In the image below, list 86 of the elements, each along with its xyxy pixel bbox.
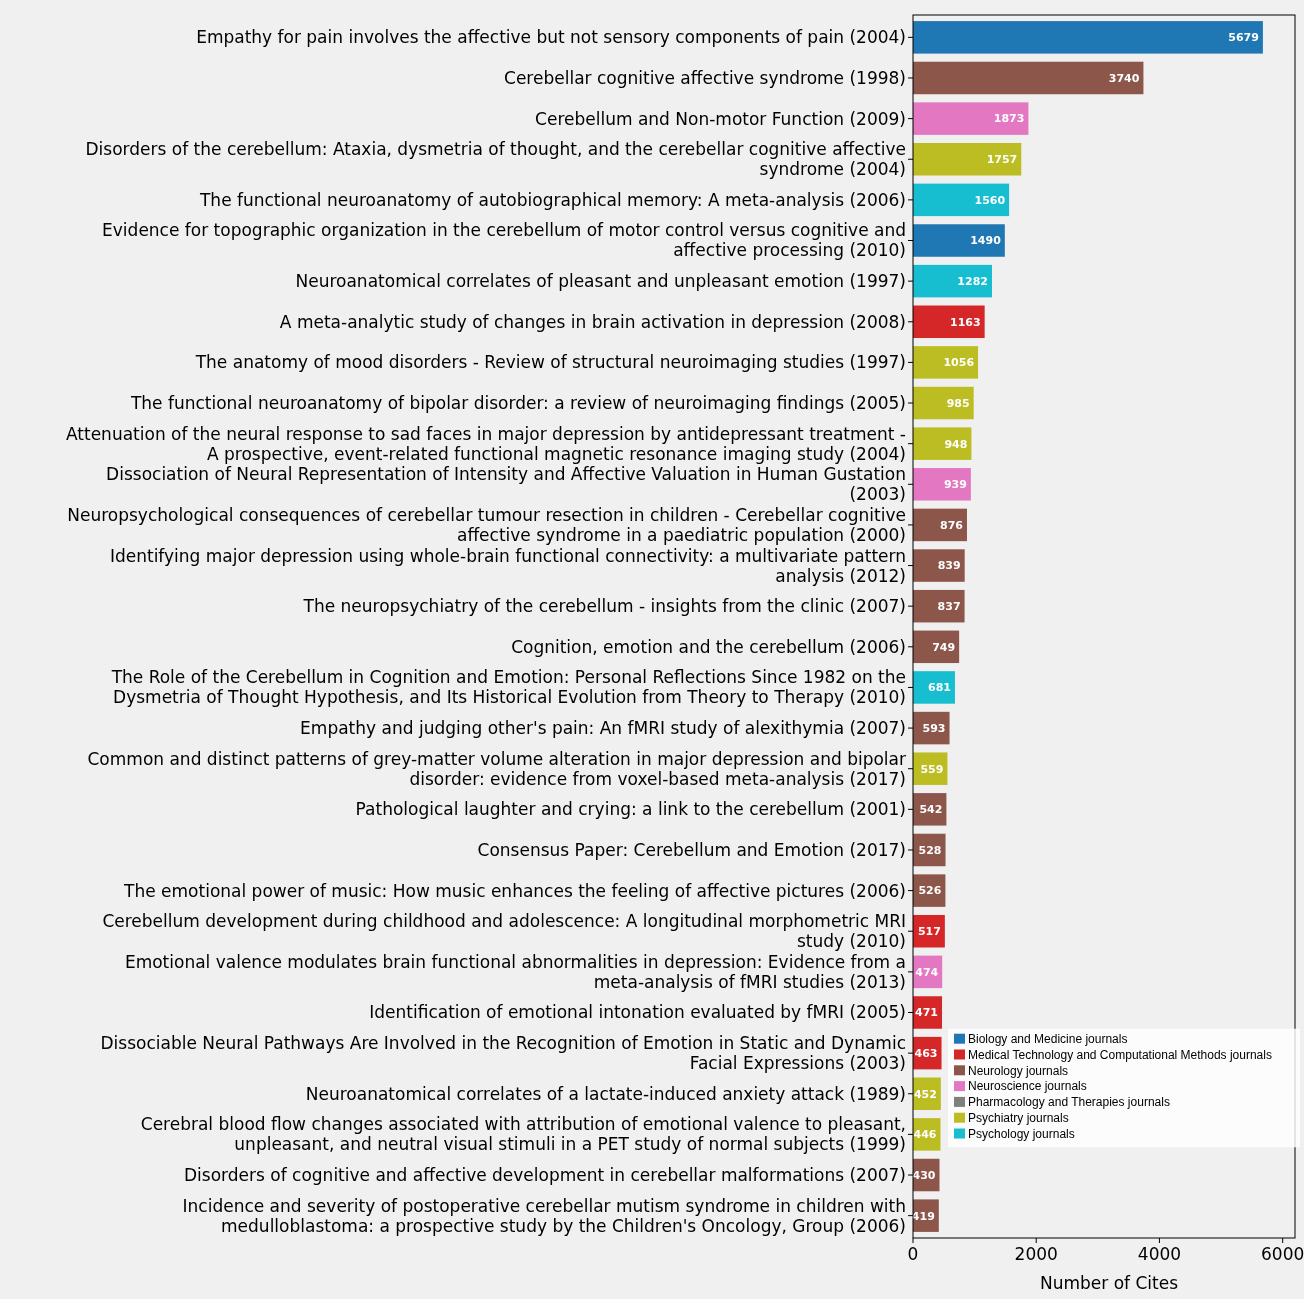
y-tick-label: Disorders of the cerebellum: Ataxia, dysmetria of thought, and the cerebellar cognitive affective syndrome (2004) — [85, 139, 906, 180]
bar — [913, 346, 979, 379]
y-tick-label: Cerebellum development during childhood and adolescence: A longitudinal morphometric MRI study (2010) — [102, 911, 906, 952]
bar — [913, 21, 1263, 54]
data-label: 517 — [917, 925, 941, 939]
y-tick-label: Pathological laughter and crying: a link to the cerebellum (2001) — [355, 799, 906, 820]
y-tick-label: A meta-analytic study of changes in brain activation in depression (2008) — [279, 311, 906, 332]
data-label: 5679 — [1228, 31, 1259, 45]
y-tick-label: Cerebellum and Non-motor Function (2009) — [535, 108, 906, 129]
data-label: 948 — [944, 437, 968, 451]
legend-label: Pharmacology and Therapies journals — [968, 1095, 1170, 1110]
x-tick-label: 2000 — [1014, 1244, 1058, 1264]
bar — [913, 549, 965, 582]
y-tick-label: The anatomy of mood disorders - Review of structural neuroimaging studies (1997) — [194, 352, 906, 373]
legend-label: Biology and Medicine journals — [968, 1031, 1128, 1046]
x-tick-label: 4000 — [1137, 1244, 1182, 1264]
x-tick-label: 6000 — [1261, 1244, 1304, 1264]
data-label: 593 — [922, 721, 946, 735]
y-tick-label: The Role of the Cerebellum in Cognition and Emotion: Personal Reflections Since 1982 on the Dysmetria of Thought Hypothesis, and Its Historical Evolution from Theory to Therapy (2010) — [110, 667, 906, 708]
data-label: 452 — [913, 1087, 937, 1101]
bar — [913, 305, 985, 339]
data-label: 985 — [946, 396, 970, 410]
bar — [913, 386, 974, 420]
y-tick-label: Attenuation of the neural response to sad faces in major depression by antidepressant treatment - A prospective, event-related functional magnetic resonance imaging study (2004) — [66, 423, 906, 464]
bar — [913, 183, 1010, 217]
x-axis-title: Number of Cites — [1039, 1273, 1179, 1293]
data-label: 430 — [912, 1168, 936, 1182]
bar — [913, 264, 992, 298]
y-tick-label: Empathy for pain involves the affective but not sensory components of pain (2004) — [196, 27, 906, 48]
data-label: 1163 — [950, 315, 981, 329]
data-label: 876 — [940, 518, 964, 532]
bar — [913, 142, 1022, 176]
data-label: 1873 — [993, 112, 1025, 126]
y-tick-label: Neuroanatomical correlates of pleasant and unpleasant emotion (1997) — [295, 271, 906, 292]
legend-label: Neurology journals — [968, 1063, 1069, 1078]
bar — [913, 61, 1144, 95]
y-tick-label: Dissociable Neural Pathways Are Involved in the Recognition of Emotion in Static and Dynamic Facial Expressions (2003) — [100, 1033, 906, 1074]
data-label: 463 — [914, 1046, 938, 1060]
y-tick-label: Cerebral blood flow changes associated with attribution of emotional valence to pleasant, unpleasant, and neutral visual stimuli in a PET study of normal subjects (1999) — [140, 1114, 906, 1155]
y-tick-label: Dissociation of Neural Representation of Intensity and Affective Valuation in Human Gustation (2003) — [106, 464, 906, 505]
data-label: 1490 — [970, 234, 1002, 248]
y-tick-label: Evidence for topographic organization in the cerebellum of motor control versus cognitive and affective processing (2010) — [102, 220, 906, 261]
y-tick-label: Neuropsychological consequences of cerebellar tumour resection in children - Cerebellar cognitive affective syndrome in a paediatric population (2000) — [67, 504, 906, 545]
legend-label: Psychology journals — [968, 1126, 1075, 1141]
y-tick-label: Identifying major depression using whole-brain functional connectivity: a multivariate pattern analysis (2012) — [109, 545, 906, 586]
data-label: 681 — [927, 681, 951, 695]
data-label: 1560 — [974, 193, 1006, 207]
y-tick-label: Emotional valence modulates brain functional abnormalities in depression: Evidence from a meta-analysis of fMRI studies (2013) — [124, 951, 906, 992]
data-label: 1056 — [943, 356, 975, 370]
bar — [913, 468, 971, 501]
y-tick-label: The functional neuroanatomy of bipolar disorder: a review of neuroimaging findings (2005) — [129, 392, 906, 413]
y-tick-label: Cerebellar cognitive affective syndrome (1998) — [504, 67, 906, 88]
y-tick-label: The functional neuroanatomy of autobiographical memory: A meta-analysis (2006) — [198, 189, 906, 210]
legend-label: Psychiatry journals — [968, 1110, 1069, 1125]
data-label: 528 — [918, 843, 942, 857]
data-label: 559 — [920, 762, 944, 776]
bar — [913, 589, 965, 623]
x-tick-label: 0 — [907, 1244, 919, 1264]
y-tick-label: Neuroanatomical correlates of a lactate-induced anxiety attack (1989) — [305, 1083, 906, 1104]
y-tick-label: Empathy and judging other's pain: An fMRI study of alexithymia (2007) — [300, 718, 906, 739]
data-label: 526 — [918, 884, 942, 898]
data-label: 839 — [937, 559, 961, 573]
y-tick-label: Common and distinct patterns of grey-matter volume alteration in major depression and bipolar disorder: evidence from voxel-based meta-analysis (2017) — [87, 748, 907, 789]
data-label: 939 — [943, 478, 967, 492]
y-tick-label: The emotional power of music: How music enhances the feeling of affective pictures (2006) — [123, 880, 906, 901]
data-label: 1757 — [986, 153, 1018, 167]
bar — [913, 224, 1005, 257]
legend-label: Medical Technology and Computational Methods journals — [968, 1047, 1272, 1062]
data-label: 749 — [932, 640, 956, 654]
data-label: 542 — [919, 803, 943, 817]
y-tick-label: Incidence and severity of postoperative cerebellar mutism syndrome in children with medulloblastoma: a prospective study by the Children's Oncology, Group (2006) — [182, 1195, 906, 1236]
bar — [913, 427, 972, 460]
data-label: 446 — [913, 1128, 937, 1142]
y-tick-label: Consensus Paper: Cerebellum and Emotion (2017) — [477, 839, 906, 860]
data-label: 837 — [937, 600, 961, 614]
data-label: 474 — [915, 965, 939, 979]
y-tick-label: Disorders of cognitive and affective development in cerebellar malformations (2007) — [184, 1164, 906, 1185]
data-label: 471 — [915, 1006, 939, 1020]
y-tick-label: The neuropsychiatry of the cerebellum - insights from the clinic (2007) — [302, 596, 906, 617]
y-tick-label: Cognition, emotion and the cerebellum (2006) — [511, 636, 906, 657]
legend-label: Neuroscience journals — [968, 1079, 1087, 1094]
y-tick-label: Identification of emotional intonation evaluated by fMRI (2005) — [369, 1002, 906, 1023]
bar — [913, 102, 1029, 135]
data-label: 1282 — [957, 274, 988, 288]
data-label: 419 — [911, 1209, 935, 1223]
data-label: 3740 — [1108, 71, 1140, 85]
